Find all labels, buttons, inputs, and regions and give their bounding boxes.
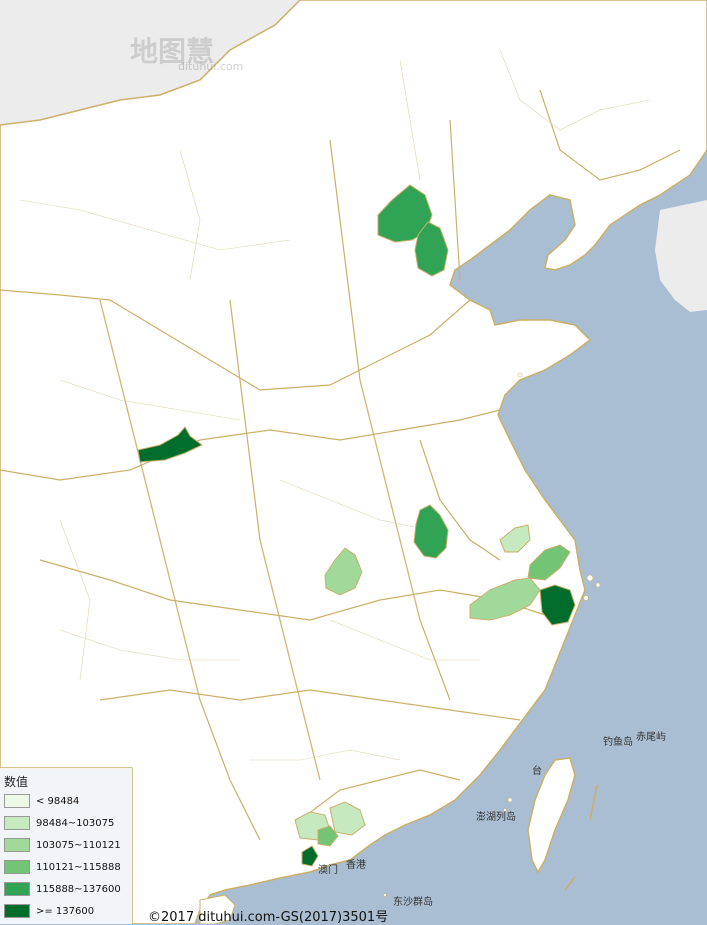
foreign-land-north: [0, 0, 300, 125]
legend-label: 115888~137600: [36, 883, 121, 895]
legend-item: >= 137600: [4, 904, 94, 918]
boundary-dashes: [564, 784, 598, 891]
taiwan: [527, 757, 576, 874]
region-hangzhou: [469, 577, 541, 621]
legend-swatch: [4, 904, 30, 918]
region-suzhou-changzhou: [499, 524, 531, 553]
legend-swatch: [4, 794, 30, 808]
legend-title: 数值: [4, 775, 29, 789]
legend-label: >= 137600: [36, 905, 95, 917]
label-penghu: 澎湖列岛: [476, 812, 516, 823]
watermark-brand: 地图慧: [130, 35, 215, 68]
legend-label: 110121~115888: [36, 861, 121, 873]
legend-item: 110121~115888: [4, 860, 121, 874]
legend-swatch: [4, 816, 30, 830]
legend-item: 103075~110121: [4, 838, 121, 852]
region-shenzhen: [317, 825, 339, 847]
province-boundaries: [0, 89, 681, 841]
watermark-site: dituhui.com: [178, 60, 244, 73]
legend-item: < 98484: [4, 794, 79, 808]
region-wuhan: [324, 547, 363, 596]
copyright: ©2017 dituhui.com-GS(2017)3501号: [148, 910, 389, 925]
label-diaoyu: 钓鱼岛: [603, 737, 633, 748]
region-tianjin: [414, 221, 449, 277]
legend-label: 103075~110121: [36, 839, 121, 851]
region-ningbo: [539, 584, 576, 626]
hainan: [199, 894, 236, 924]
region-hefei: [413, 504, 449, 559]
foreign-land-korea: [655, 200, 707, 312]
legend-swatch: [4, 860, 30, 874]
label-aomen: 澳门: [318, 865, 338, 876]
label-xianggang: 香港: [346, 860, 366, 871]
legend-item: 98484~103075: [4, 816, 114, 830]
legend-label: < 98484: [36, 795, 80, 807]
legend-label: 98484~103075: [36, 817, 115, 829]
county-boundaries: [19, 49, 651, 761]
legend-item: 115888~137600: [4, 882, 121, 896]
label-tai: 台: [532, 766, 542, 777]
label-chiwei: 赤尾屿: [636, 732, 666, 743]
legend-swatch: [4, 838, 30, 852]
region-xian: [137, 426, 203, 463]
legend: 数值 < 98484 98484~103075 103075~110121 11…: [0, 768, 132, 924]
label-dongsha: 东沙群岛: [393, 897, 433, 908]
legend-swatch: [4, 882, 30, 896]
islands: [383, 372, 601, 897]
region-zhuhai: [301, 845, 319, 867]
